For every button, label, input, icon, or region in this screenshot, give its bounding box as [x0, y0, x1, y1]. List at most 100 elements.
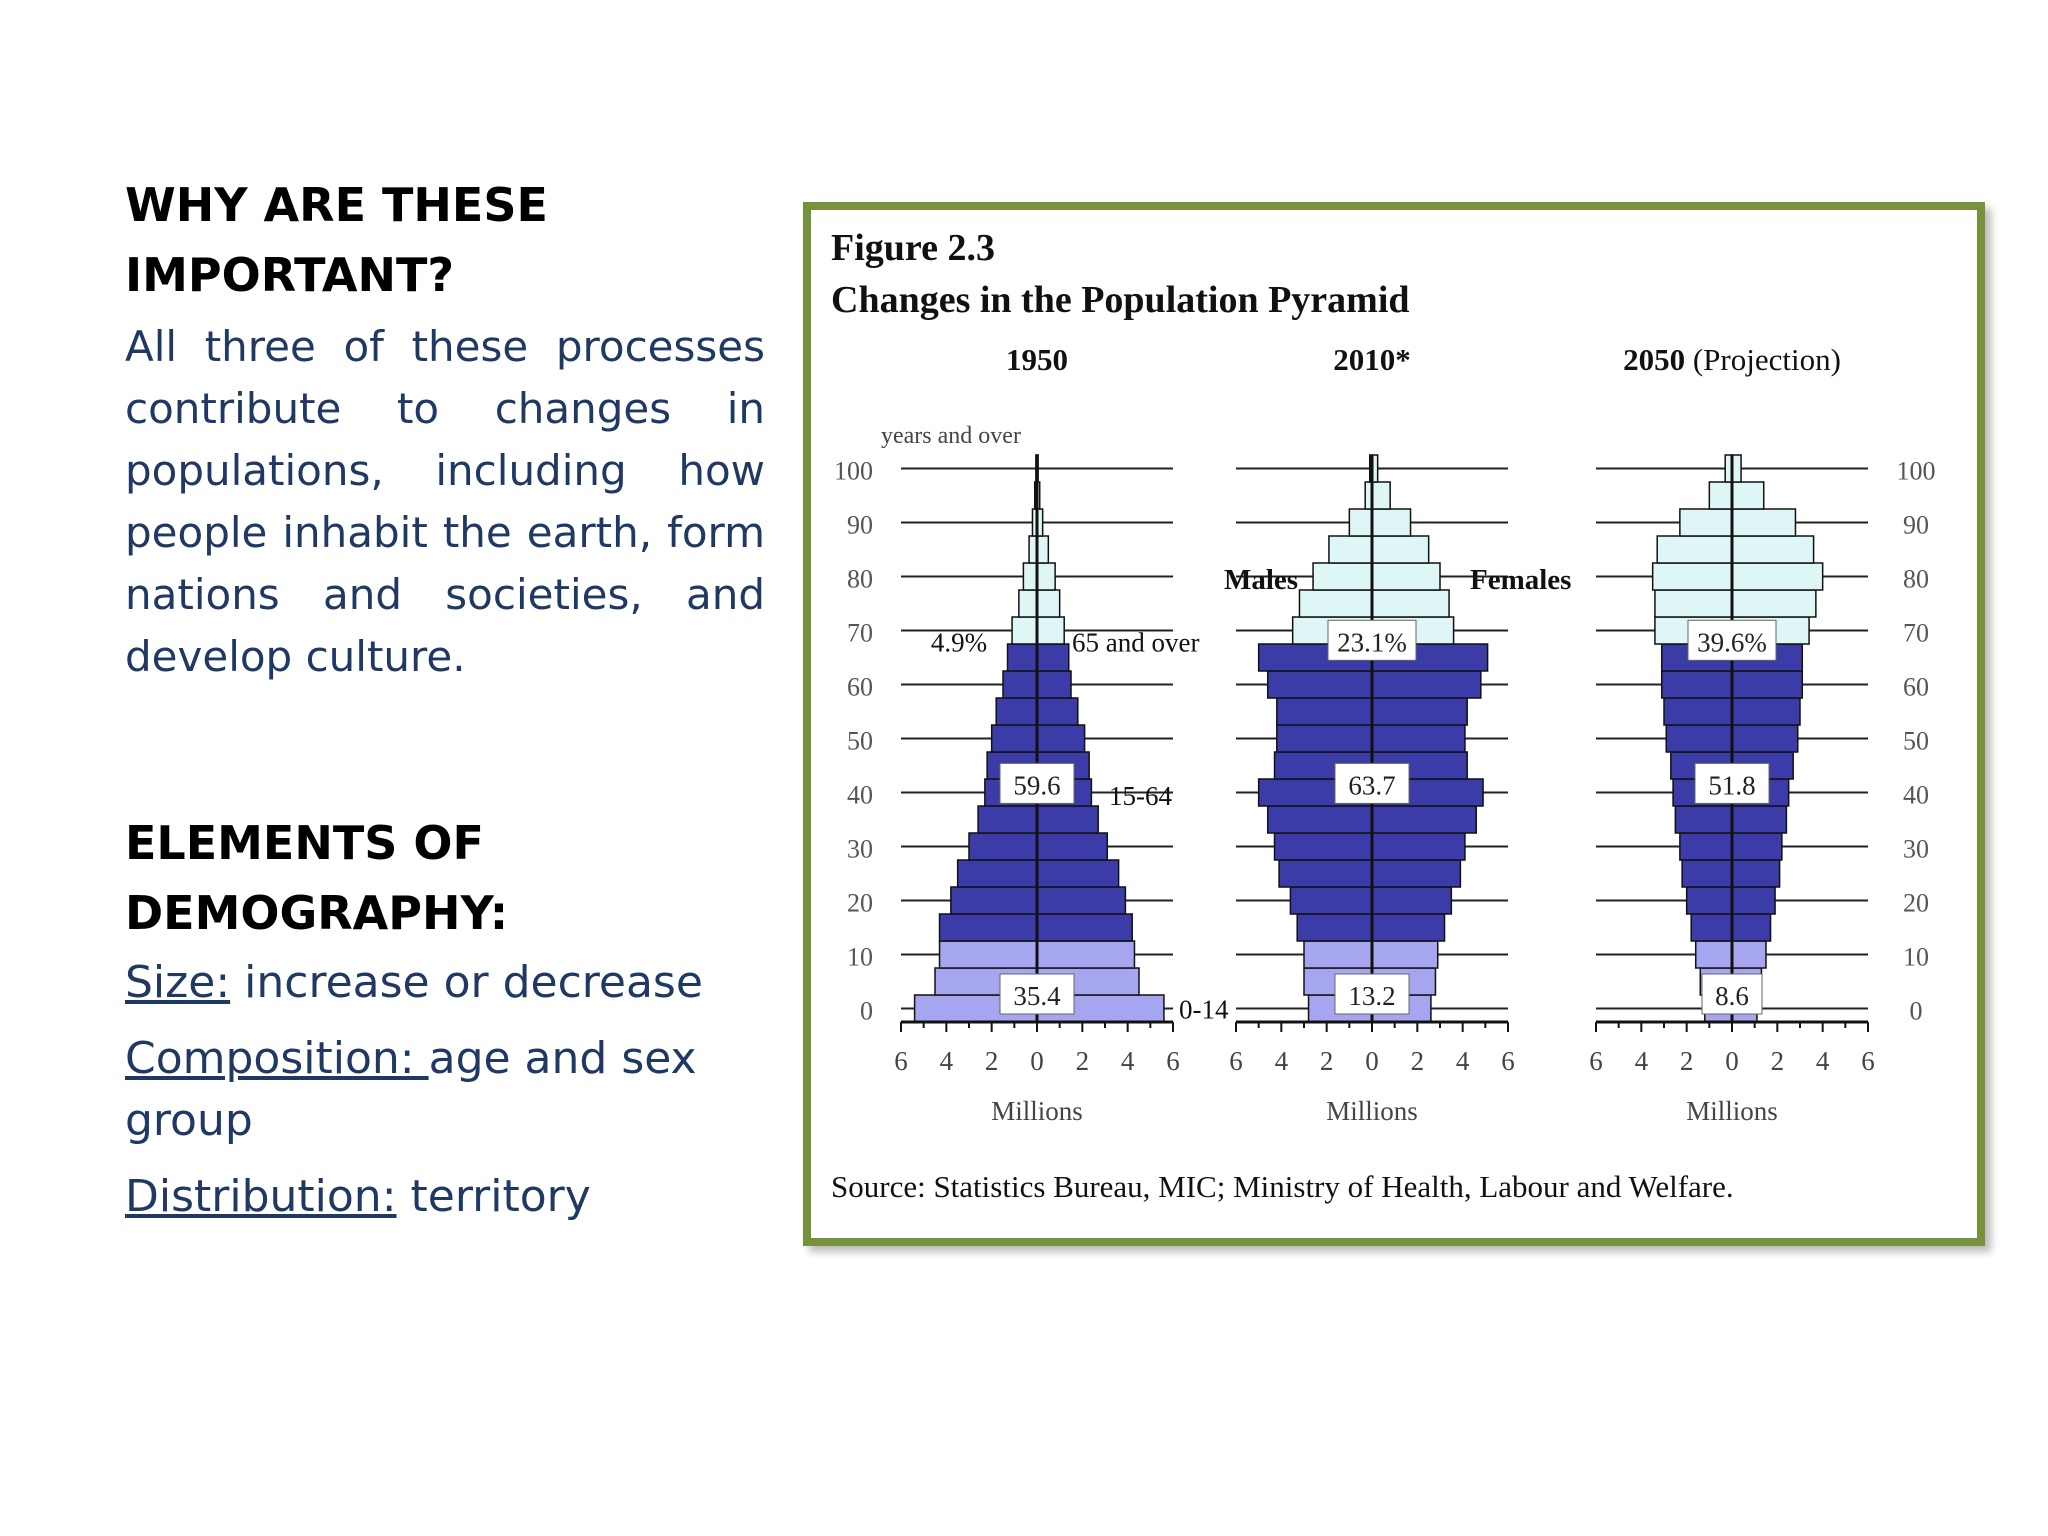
figure-source: Source: Statistics Bureau, MIC; Ministry…	[831, 1169, 1734, 1204]
group-label-working: 15-64	[1109, 781, 1172, 811]
panel-year-note: *	[1395, 342, 1411, 377]
age-tick-left: 60	[847, 673, 873, 702]
bar-male-1950	[1018, 589, 1038, 618]
age-tick-left: 70	[847, 619, 873, 648]
sex-label-females: Females	[1470, 564, 1571, 596]
age-tick-right: 100	[1897, 457, 1936, 486]
x-axis-label: Millions	[1326, 1096, 1418, 1126]
bar-female-1950	[1036, 616, 1065, 645]
figure-number: Figure 2.3	[831, 227, 995, 269]
x-tick-label: 2	[1680, 1046, 1694, 1076]
bar-female-1950	[1036, 886, 1127, 915]
bar-male-2010	[1276, 697, 1373, 726]
bar-male-1950	[977, 805, 1038, 834]
bar-male-1950	[938, 940, 1038, 969]
x-tick-label: 4	[940, 1046, 954, 1076]
bar-female-2010	[1371, 670, 1482, 699]
element-distribution-label: Distribution:	[125, 1171, 397, 1222]
share-label-young-2050: 8.6	[1715, 981, 1749, 1011]
bar-female-1950	[1036, 859, 1120, 888]
bar-female-2050	[1731, 805, 1788, 834]
panel-year-2050: 2050 (Projection)	[1623, 342, 1841, 377]
bar-female-1950	[1036, 940, 1136, 969]
bar-male-1950	[990, 724, 1038, 753]
bar-male-2050	[1651, 562, 1733, 591]
bar-female-2010	[1371, 859, 1462, 888]
share-label-young-1950: 35.4	[1013, 981, 1061, 1011]
bar-female-2050	[1731, 724, 1799, 753]
bar-female-2050	[1731, 859, 1781, 888]
heading-elements-of-demography: ELEMENTS OF DEMOGRAPHY:	[125, 816, 509, 940]
x-tick-label: 6	[1589, 1046, 1603, 1076]
bar-female-2050	[1731, 913, 1772, 942]
bar-female-2010	[1371, 886, 1453, 915]
element-size-label: Size:	[125, 957, 231, 1008]
element-composition: Composition: age and sex group	[125, 1028, 765, 1152]
age-tick-left: 10	[847, 943, 873, 972]
x-tick-label: 0	[1030, 1046, 1044, 1076]
share-label-box	[1334, 973, 1410, 1015]
x-tick-label: 2	[1320, 1046, 1334, 1076]
age-top-label: years and over	[881, 423, 1021, 449]
figure-frame: Figure 2.3 Changes in the Population Pyr…	[803, 202, 1985, 1246]
bar-female-2050	[1731, 481, 1765, 510]
element-composition-text: age and sex group	[125, 1033, 697, 1146]
element-composition-label: Composition:	[125, 1033, 429, 1084]
age-tick-right: 50	[1903, 727, 1929, 756]
population-pyramid-figure: Figure 2.3 Changes in the Population Pyr…	[831, 227, 1936, 1204]
x-tick-label: 4	[1816, 1046, 1830, 1076]
bar-male-2050	[1685, 886, 1733, 915]
panel-year-1950: 1950	[1006, 342, 1068, 377]
x-tick-label: 2	[985, 1046, 999, 1076]
bar-female-1950	[1036, 643, 1070, 672]
x-tick-label: 0	[1725, 1046, 1739, 1076]
bar-male-2010	[1348, 508, 1373, 537]
bar-female-1950	[1036, 697, 1079, 726]
bar-male-2010	[1303, 940, 1373, 969]
bar-female-2010	[1371, 913, 1446, 942]
x-tick-label: 6	[1166, 1046, 1180, 1076]
bar-female-2050	[1731, 589, 1817, 618]
heading-why-important: WHY ARE THESE IMPORTANT?	[125, 178, 548, 302]
bar-male-2050	[1660, 670, 1733, 699]
share-label-box	[1694, 762, 1770, 804]
share-label-box	[1701, 973, 1763, 1015]
x-tick-label: 2	[1411, 1046, 1425, 1076]
x-tick-label: 2	[1076, 1046, 1090, 1076]
sex-label-males: Males	[1224, 564, 1298, 596]
group-label-young: 0-14	[1179, 995, 1229, 1025]
bar-male-2050	[1694, 940, 1733, 969]
bar-male-2010	[1266, 805, 1373, 834]
bar-male-1950	[1022, 562, 1038, 591]
bar-female-2050	[1731, 562, 1824, 591]
why-important-paragraph: All three of these processes contribute …	[125, 322, 765, 681]
element-size: Size: increase or decrease	[125, 952, 765, 1014]
x-tick-label: 6	[894, 1046, 908, 1076]
bar-male-2050	[1674, 805, 1733, 834]
x-tick-label: 4	[1635, 1046, 1649, 1076]
age-tick-right: 0	[1910, 997, 1923, 1026]
bar-female-2010	[1371, 832, 1466, 861]
bar-male-2010	[1296, 913, 1373, 942]
x-tick-label: 4	[1275, 1046, 1289, 1076]
bar-male-2050	[1708, 481, 1733, 510]
bar-male-2010	[1278, 859, 1373, 888]
bar-female-2010	[1371, 481, 1391, 510]
age-tick-right: 70	[1903, 619, 1929, 648]
bar-male-2050	[1656, 535, 1733, 564]
x-tick-label: 6	[1861, 1046, 1875, 1076]
bar-male-2010	[1276, 724, 1373, 753]
element-size-text: increase or decrease	[230, 957, 703, 1008]
bar-male-1950	[968, 832, 1038, 861]
bar-male-2050	[1679, 508, 1733, 537]
bar-female-2050	[1731, 670, 1804, 699]
age-tick-left: 20	[847, 889, 873, 918]
share-label-old-2010: 23.1%	[1337, 627, 1407, 657]
bar-female-2050	[1731, 832, 1783, 861]
bar-female-2010	[1371, 724, 1466, 753]
bar-female-1950	[1036, 805, 1099, 834]
bar-female-1950	[1036, 670, 1072, 699]
share-label-working-2010: 63.7	[1348, 770, 1395, 800]
share-label-box	[1334, 762, 1410, 804]
